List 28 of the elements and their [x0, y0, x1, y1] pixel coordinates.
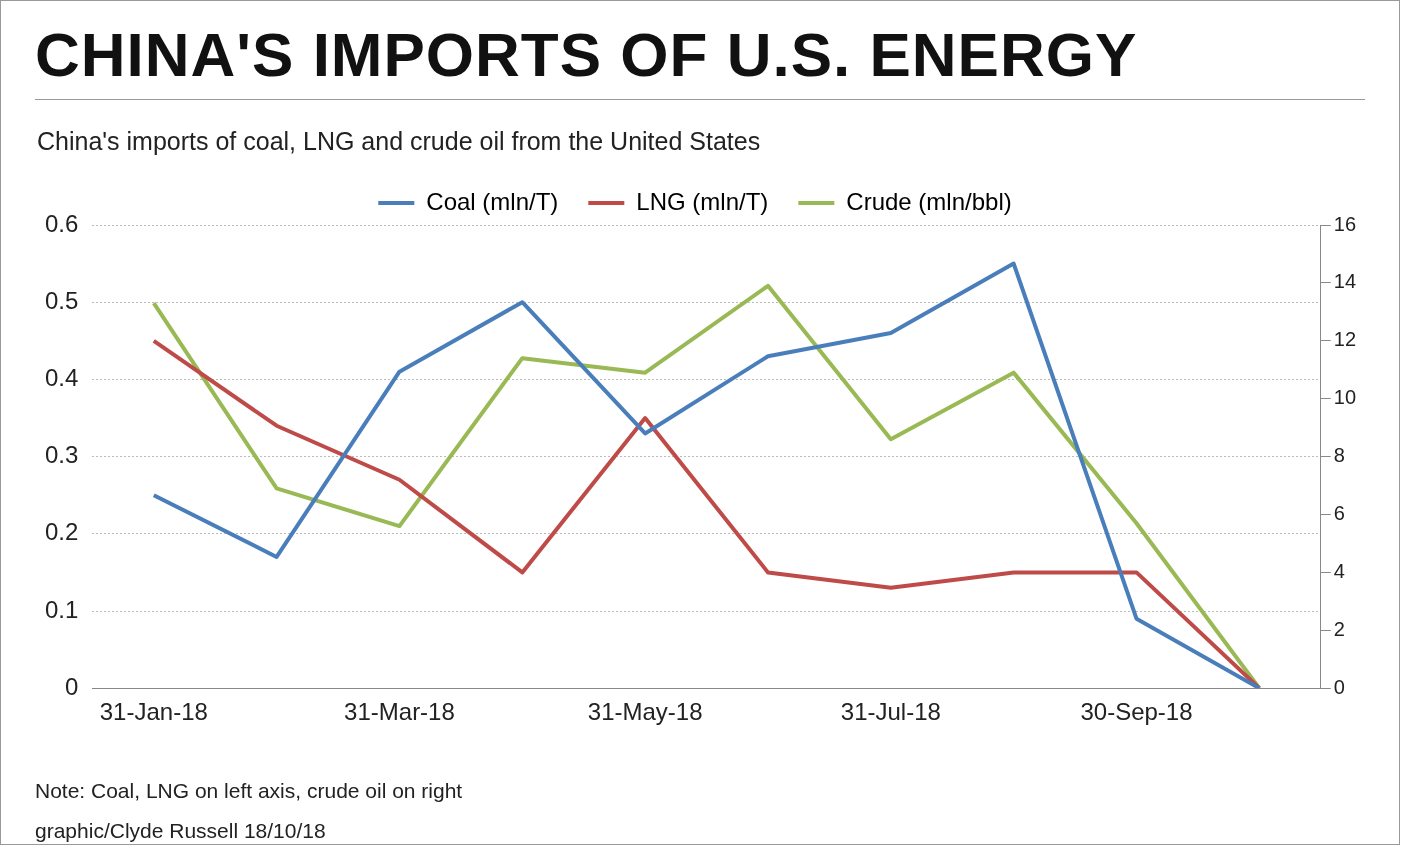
x-tick-label: 31-Mar-18 — [344, 698, 455, 726]
y2-tick-label: 4 — [1333, 559, 1345, 582]
y2-tick-label: 10 — [1333, 386, 1356, 409]
legend-label: Crude (mln/bbl) — [846, 187, 1012, 215]
x-tick-label: 31-May-18 — [587, 698, 703, 726]
x-tick-label: 30-Sep-18 — [1080, 698, 1193, 726]
legend-label: LNG (mln/T) — [636, 187, 769, 215]
text: Note: Coal, LNG on left axis, crude oil on right — [35, 778, 463, 804]
y2-tick-label: 14 — [1333, 270, 1356, 293]
chart-title: CHINA'S IMPORTS OF U.S. ENERGY — [35, 19, 1138, 90]
y-tick-label: 0.3 — [44, 441, 79, 469]
y-tick-label: 0.1 — [44, 595, 79, 623]
chart-subtitle: China's imports of coal, LNG and crude oil from the United States — [37, 127, 761, 156]
y2-tick-label: 16 — [1333, 212, 1356, 235]
y-tick-label: 0.6 — [44, 209, 79, 237]
x-tick-label: 31-Jul-18 — [840, 698, 941, 726]
x-tick-label: 31-Jan-18 — [99, 698, 208, 726]
y2-tick-label: 0 — [1333, 675, 1345, 698]
y-tick-label: 0.2 — [44, 518, 79, 546]
y-tick-label: 0.4 — [44, 364, 79, 392]
text: graphic/Clyde Russell 18/10/18 — [35, 818, 327, 844]
y-tick-label: 0.5 — [44, 286, 79, 314]
y-tick-label: 0 — [65, 672, 79, 700]
legend-label: Coal (mln/T) — [426, 187, 559, 215]
y2-tick-label: 12 — [1333, 328, 1356, 351]
y2-tick-label: 8 — [1333, 444, 1345, 467]
y2-tick-label: 6 — [1333, 502, 1345, 525]
y2-tick-label: 2 — [1333, 617, 1345, 640]
